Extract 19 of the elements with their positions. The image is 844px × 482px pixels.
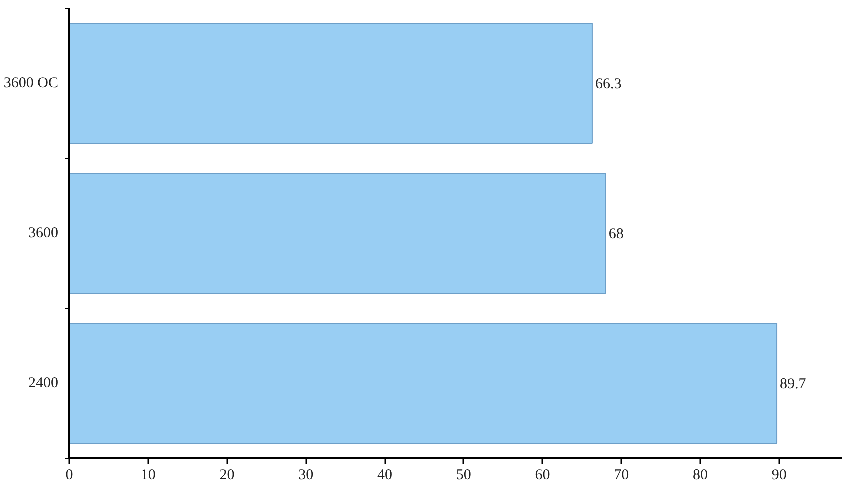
data-label: 66.3 xyxy=(595,76,622,92)
x-tick-label: 90 xyxy=(772,468,787,482)
x-tick-label: 50 xyxy=(456,468,472,482)
x-tick-label: 80 xyxy=(693,468,708,482)
y-tick-label: 3600 OC xyxy=(4,76,59,92)
x-tick-label: 20 xyxy=(220,468,235,482)
y-tick-label: 3600 xyxy=(28,226,58,242)
x-tick-label: 40 xyxy=(378,468,393,482)
x-tick-label: 0 xyxy=(66,468,74,482)
x-tick-label: 70 xyxy=(614,468,630,482)
bar xyxy=(70,23,593,144)
x-tick-label: 10 xyxy=(140,468,156,482)
bar xyxy=(70,323,778,444)
x-tick-label: 30 xyxy=(298,468,314,482)
data-label: 89.7 xyxy=(780,376,807,392)
data-label: 68 xyxy=(608,226,624,242)
bar xyxy=(70,173,606,294)
x-tick-label: 60 xyxy=(535,468,550,482)
y-tick-label: 2400 xyxy=(28,376,58,392)
